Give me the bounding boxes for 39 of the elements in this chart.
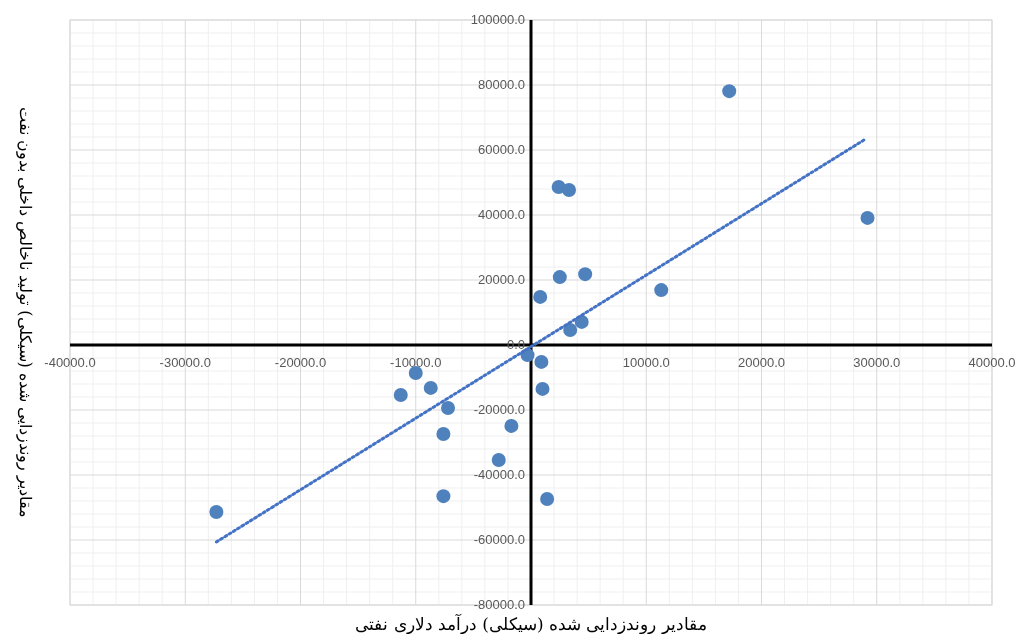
point: [393, 388, 408, 403]
x-tick-label: 20000.0: [738, 355, 785, 370]
point: [535, 381, 550, 396]
y-tick-label: -60000.0: [473, 532, 525, 547]
point: [552, 270, 567, 285]
y-tick-label: -40000.0: [473, 467, 525, 482]
point: [534, 354, 549, 369]
point: [654, 283, 669, 298]
x-tick-label: 30000.0: [853, 355, 901, 370]
y-tick-label: 20000.0: [478, 272, 525, 287]
y-tick-label: -20000.0: [473, 402, 525, 417]
y-tick-label: 60000.0: [478, 142, 525, 157]
y-tick-label: 100000.0: [470, 12, 525, 27]
y-tick-label: -80000.0: [473, 597, 525, 612]
point: [423, 380, 438, 395]
point: [540, 492, 555, 507]
point: [563, 323, 578, 338]
point: [860, 210, 875, 225]
x-tick-label: -10000.0: [390, 355, 442, 370]
point: [436, 427, 451, 442]
x-tick-label: -30000.0: [159, 355, 211, 370]
x-axis-title: مقادیر روندزدایی شده (سیکلی) درآمد دلاری نفتی: [355, 613, 707, 635]
x-tick-label: 10000.0: [622, 355, 670, 370]
point: [504, 418, 519, 433]
x-tick-label: -40000.0: [44, 355, 96, 370]
y-axis-title: مقادیر روندزدایی شده (سیکلی) تولید ناخالص داخلی بدون نفت: [16, 106, 35, 519]
point: [562, 182, 577, 197]
point: [578, 267, 593, 282]
x-tick-label: 40000.0: [968, 355, 1016, 370]
point: [441, 401, 456, 416]
point: [533, 289, 548, 304]
point: [209, 505, 224, 520]
y-tick-label: 0.0: [506, 337, 525, 352]
point: [436, 489, 451, 504]
y-tick-label: 80000.0: [478, 77, 525, 92]
x-tick-label: -20000.0: [274, 355, 327, 370]
point: [722, 84, 737, 99]
y-tick-label: 40000.0: [478, 207, 525, 222]
point: [491, 453, 506, 468]
